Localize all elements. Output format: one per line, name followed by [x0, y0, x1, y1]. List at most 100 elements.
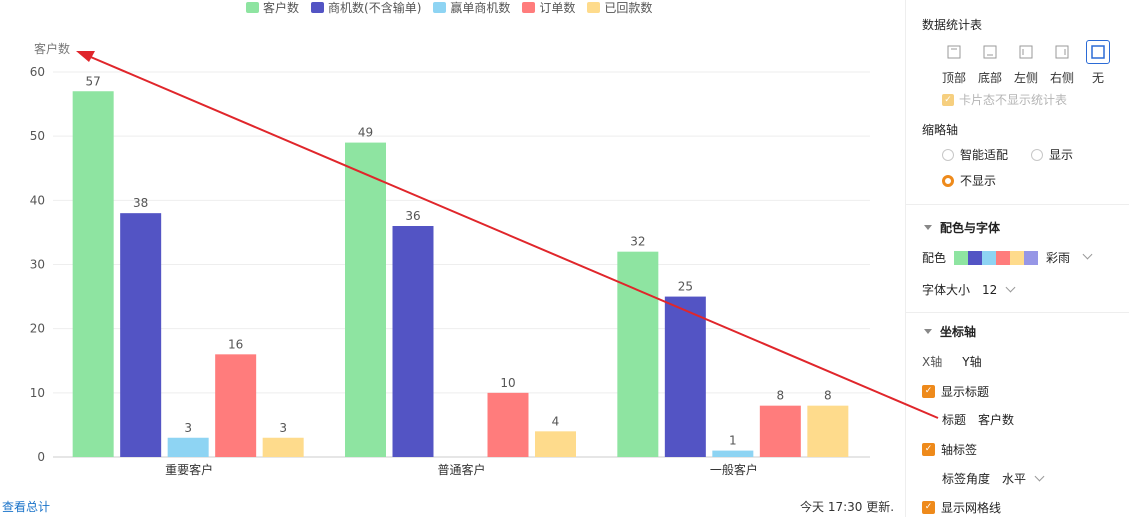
- thumbnail-axis-auto-radio[interactable]: 智能适配: [942, 146, 1008, 163]
- bar: [535, 431, 576, 457]
- bar: [392, 226, 434, 457]
- axis-title-field-value: 客户数: [978, 413, 1015, 427]
- y-tick-label: 0: [37, 450, 45, 464]
- palette-swatch: [968, 250, 983, 265]
- x-tick-label: 重要客户: [165, 462, 213, 477]
- layout-top-icon: [942, 40, 966, 64]
- divider: [906, 312, 1129, 313]
- chart-area: 客户数 商机数(不含输单) 赢单商机数 订单数 已回款数 0 10 20 30 40 50 60 客户…: [2, 0, 895, 515]
- axis-section-toggle[interactable]: 坐标轴: [924, 323, 976, 340]
- y-axis-title: 客户数: [34, 41, 70, 56]
- radio-selected-icon: [942, 174, 954, 187]
- stats-pos-none-button[interactable]: 无: [1083, 40, 1113, 86]
- y-tick-label: 60: [30, 65, 45, 79]
- bar-value-label: 1: [729, 434, 737, 448]
- collapse-triangle-icon: [924, 225, 932, 230]
- axis-title: 坐标轴: [940, 325, 977, 339]
- bar-value-label: 8: [777, 389, 785, 403]
- legend-item[interactable]: 商机数(不含输单): [311, 0, 421, 16]
- label-angle-select[interactable]: 标签角度 水平: [942, 470, 1045, 487]
- bar-value-label: 4: [552, 414, 560, 428]
- palette-select[interactable]: 配色 彩雨: [922, 249, 1093, 266]
- stats-pos-top-button[interactable]: 顶部: [939, 40, 969, 86]
- bar: [72, 91, 114, 457]
- legend-item[interactable]: 客户数: [246, 0, 299, 16]
- axis-tabs: X轴 Y轴: [922, 353, 982, 370]
- legend-swatch: [522, 1, 536, 13]
- axis-title-field[interactable]: 标题 客户数: [942, 411, 1014, 428]
- chart-legend: 客户数 商机数(不含输单) 赢单商机数 订单数 已回款数: [246, 0, 652, 16]
- bar: [167, 437, 209, 457]
- palette-name: 彩雨: [1046, 251, 1071, 265]
- axis-label-checkbox[interactable]: ✓ 轴标签: [922, 441, 977, 458]
- label-angle-label: 标签角度: [942, 472, 991, 486]
- legend-swatch: [433, 1, 447, 13]
- legend-swatch: [246, 1, 259, 13]
- bar: [712, 450, 754, 457]
- palette-swatch: [954, 250, 969, 265]
- card-hide-stats-checkbox[interactable]: ✓ 卡片态不显示统计表: [942, 91, 1067, 108]
- legend-label: 商机数(不含输单): [328, 0, 422, 15]
- card-hide-stats-label: 卡片态不显示统计表: [959, 93, 1068, 107]
- font-size-label: 字体大小: [922, 283, 971, 297]
- stats-table-title: 数据统计表: [922, 18, 983, 32]
- stats-pos-label: 底部: [977, 71, 1002, 85]
- bar-value-label: 10: [500, 376, 515, 390]
- chevron-down-icon: [1034, 471, 1045, 482]
- color-font-title: 配色与字体: [940, 221, 1001, 235]
- update-time: 今天 17:30 更新.: [800, 500, 895, 514]
- x-tick-label: 普通客户: [437, 462, 485, 477]
- checkmark-icon: ✓: [922, 501, 935, 514]
- show-grid-checkbox[interactable]: ✓ 显示网格线: [922, 499, 1001, 516]
- y-tick-label: 50: [30, 129, 45, 143]
- tab-x-axis[interactable]: X轴: [922, 355, 943, 369]
- bar-value-label: 25: [678, 280, 693, 294]
- layout-bottom-icon: [978, 40, 1002, 64]
- palette-swatches: [954, 250, 1039, 265]
- layout-right-icon: [1050, 40, 1074, 64]
- legend-item[interactable]: 赢单商机数: [433, 0, 510, 16]
- bar: [262, 437, 304, 457]
- stats-pos-left-button[interactable]: 左侧: [1011, 40, 1041, 86]
- stats-pos-label: 顶部: [941, 71, 966, 85]
- legend-item[interactable]: 已回款数: [587, 0, 652, 16]
- collapse-triangle-icon: [924, 329, 932, 334]
- bar-value-label: 3: [279, 421, 287, 435]
- radio-icon: [942, 148, 954, 161]
- show-title-checkbox[interactable]: ✓ 显示标题: [922, 383, 989, 400]
- bar-value-label: 38: [133, 196, 148, 210]
- bar: [345, 142, 386, 458]
- bar-value-label: 32: [630, 235, 645, 249]
- bar-value-label: 36: [405, 209, 420, 223]
- stats-table-position-options: 顶部 底部 左侧 右侧: [939, 40, 1113, 86]
- x-tick-label: 一般客户: [710, 462, 758, 477]
- bar: [664, 296, 706, 457]
- tab-y-axis[interactable]: Y轴: [962, 355, 982, 369]
- color-font-section-toggle[interactable]: 配色与字体: [924, 219, 1000, 236]
- bar: [759, 405, 801, 457]
- bar: [487, 392, 529, 457]
- radio-label: 不显示: [960, 174, 997, 188]
- divider: [906, 204, 1129, 205]
- settings-panel: 数据统计表 顶部 底部 左侧: [905, 0, 1129, 517]
- bar: [120, 213, 162, 457]
- bar-chart: 0 10 20 30 40 50 60 客户数 57 38 3 16 3 重要客户 49 36 10 4 普通客户 3…: [30, 41, 870, 477]
- stats-pos-label: 无: [1091, 71, 1104, 85]
- thumbnail-axis-show-radio[interactable]: 显示: [1031, 146, 1073, 163]
- palette-label: 配色: [922, 251, 947, 265]
- font-size-select[interactable]: 字体大小 12: [922, 281, 1016, 298]
- stats-pos-bottom-button[interactable]: 底部: [975, 40, 1005, 86]
- view-total-link[interactable]: 查看总计: [2, 500, 51, 514]
- font-size-value: 12: [982, 282, 998, 297]
- thumbnail-axis-hide-radio[interactable]: 不显示: [942, 172, 996, 189]
- layout-none-icon: [1086, 40, 1110, 64]
- bar: [215, 354, 257, 457]
- stats-pos-right-button[interactable]: 右侧: [1047, 40, 1077, 86]
- legend-label: 客户数: [263, 0, 300, 15]
- legend-item[interactable]: 订单数: [522, 0, 575, 16]
- radio-icon: [1031, 148, 1043, 161]
- label-angle-value: 水平: [1002, 472, 1027, 486]
- stats-pos-label: 左侧: [1013, 71, 1038, 85]
- axis-label-label: 轴标签: [941, 443, 978, 457]
